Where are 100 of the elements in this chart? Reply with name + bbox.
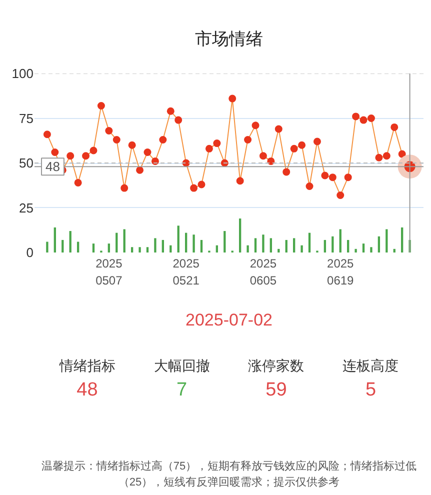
- point: [213, 140, 221, 148]
- point: [344, 174, 352, 182]
- point: [274, 125, 282, 133]
- point: [282, 168, 290, 176]
- point: [244, 136, 252, 144]
- bar: [92, 244, 95, 252]
- point: [128, 141, 136, 149]
- text: 2025-07-02: [186, 310, 272, 330]
- bar: [278, 248, 280, 252]
- point: [298, 141, 306, 149]
- point: [267, 157, 275, 165]
- point: [375, 154, 383, 162]
- point: [360, 116, 368, 124]
- point: [390, 123, 398, 131]
- point: [259, 152, 267, 160]
- point: [398, 150, 406, 158]
- text: 温馨提示：情绪指标过高（75），短期有释放亏钱效应的风险；情绪指标过低（25），短线有反弹回暖需求；提示仅供参考: [41, 460, 417, 488]
- bar: [146, 247, 149, 252]
- point: [290, 144, 298, 152]
- category-label: 情绪指标: [58, 358, 116, 374]
- bar: [262, 234, 264, 252]
- category-label: 大幅回撤: [154, 358, 210, 374]
- point: [166, 107, 174, 115]
- point: [336, 191, 344, 199]
- y-tick-label: 75: [19, 110, 34, 126]
- bar: [254, 238, 257, 252]
- bar: [200, 240, 203, 252]
- point: [90, 146, 98, 154]
- point: [252, 122, 260, 130]
- chart-title: 市场情绪: [195, 30, 263, 48]
- bar: [285, 240, 288, 252]
- bar: [130, 247, 134, 252]
- bar: [177, 226, 180, 252]
- bar: [332, 236, 334, 252]
- point: [328, 174, 336, 182]
- bar: [324, 240, 326, 252]
- data-label: 7: [176, 380, 188, 400]
- bar: [293, 238, 296, 252]
- point: [367, 114, 375, 122]
- point: [120, 184, 128, 192]
- category-label: 涨停家数: [248, 358, 304, 374]
- bar: [354, 248, 357, 252]
- bar: [62, 240, 64, 252]
- bar: [378, 236, 380, 252]
- x-tick-label: 2025 0507: [96, 256, 123, 288]
- data-label: 48: [76, 380, 98, 400]
- bar: [170, 245, 172, 252]
- bar: [300, 245, 303, 252]
- bar: [393, 248, 396, 252]
- bar: [370, 247, 372, 252]
- point: [321, 172, 329, 180]
- category-label: 连板高度: [342, 358, 399, 374]
- point: [382, 152, 390, 160]
- bar: [184, 232, 188, 252]
- x-tick-label: 2025 0605: [250, 256, 277, 288]
- y-tick-label: 50: [19, 156, 34, 170]
- bar: [123, 229, 126, 252]
- point: [174, 116, 182, 124]
- point: [352, 112, 360, 120]
- bar: [246, 245, 249, 252]
- x-tick-label: 2025 0619: [327, 256, 354, 288]
- point: [136, 166, 144, 174]
- point: [198, 180, 206, 188]
- bar: [308, 232, 311, 252]
- point: [228, 94, 236, 102]
- bar: [46, 242, 48, 252]
- y-tick-label: 0: [26, 245, 34, 260]
- bar: [347, 240, 350, 252]
- point: [144, 148, 152, 156]
- point: [151, 157, 159, 165]
- point: [159, 136, 167, 144]
- bar: [216, 245, 218, 252]
- bar: [76, 242, 80, 252]
- point: [66, 152, 74, 160]
- point: [82, 152, 90, 160]
- bar: [386, 229, 388, 252]
- bar: [401, 227, 404, 252]
- bar: [192, 234, 195, 252]
- bar: [162, 240, 164, 252]
- bar: [54, 227, 56, 252]
- ref-line-label: 48: [46, 159, 60, 174]
- point: [97, 102, 105, 110]
- point: [105, 127, 113, 135]
- bar: [224, 231, 226, 252]
- data-label: 59: [266, 380, 287, 400]
- bar: [116, 232, 118, 252]
- point: [205, 144, 213, 152]
- point: [43, 130, 51, 138]
- point: [313, 138, 321, 146]
- data-label: 5: [365, 380, 376, 400]
- bar: [362, 244, 365, 252]
- y-tick-label: 25: [19, 200, 34, 216]
- y-tick-label: 100: [12, 66, 34, 81]
- x-tick-label: 2025 0521: [172, 256, 200, 288]
- point: [112, 136, 120, 144]
- point: [190, 184, 198, 192]
- bar: [339, 229, 342, 252]
- point: [74, 178, 82, 186]
- bar: [270, 238, 272, 252]
- point: [51, 148, 59, 156]
